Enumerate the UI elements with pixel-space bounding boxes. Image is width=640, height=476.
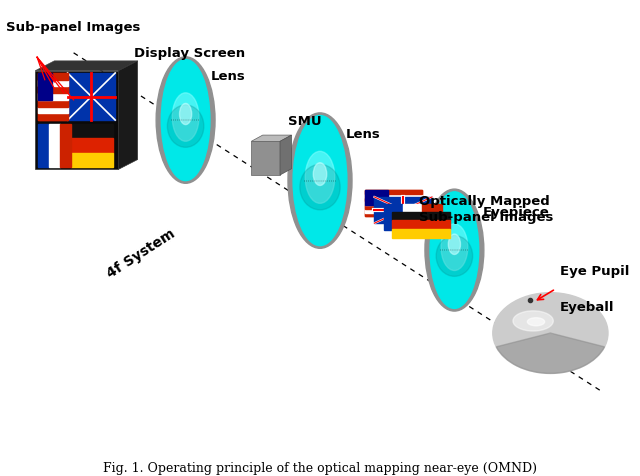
Bar xyxy=(70,154,113,168)
Bar xyxy=(68,74,115,121)
Bar xyxy=(365,191,422,217)
Ellipse shape xyxy=(448,235,461,255)
Bar xyxy=(365,195,422,198)
Bar xyxy=(38,94,68,101)
Bar xyxy=(49,125,60,168)
Polygon shape xyxy=(35,62,138,71)
Bar xyxy=(60,125,70,168)
Polygon shape xyxy=(251,136,292,142)
Bar xyxy=(70,125,113,139)
Text: Lens: Lens xyxy=(346,128,380,141)
Bar xyxy=(38,114,68,121)
Bar xyxy=(38,74,68,80)
Bar xyxy=(365,213,422,217)
Bar xyxy=(365,198,422,202)
Bar xyxy=(38,74,68,121)
Text: Eye Pupil: Eye Pupil xyxy=(560,264,629,277)
Bar xyxy=(392,230,450,238)
Polygon shape xyxy=(118,62,138,170)
Ellipse shape xyxy=(513,311,553,331)
Ellipse shape xyxy=(179,104,192,125)
Polygon shape xyxy=(280,136,292,176)
Bar xyxy=(365,209,422,213)
Bar xyxy=(70,139,113,154)
Circle shape xyxy=(493,293,608,374)
Text: Display Screen: Display Screen xyxy=(134,47,246,60)
Bar xyxy=(365,202,422,206)
Ellipse shape xyxy=(527,318,545,326)
Ellipse shape xyxy=(300,165,340,210)
Bar xyxy=(365,206,422,209)
Ellipse shape xyxy=(161,60,210,181)
Text: Optically Mapped
Sub-panel Images: Optically Mapped Sub-panel Images xyxy=(419,195,554,224)
Bar xyxy=(374,198,432,224)
Bar xyxy=(38,87,68,94)
Bar xyxy=(365,191,422,195)
Ellipse shape xyxy=(293,116,347,246)
Ellipse shape xyxy=(441,224,468,271)
Text: SMU: SMU xyxy=(288,114,322,127)
Bar xyxy=(38,80,68,87)
Bar xyxy=(365,191,388,206)
Bar xyxy=(35,71,118,170)
Bar xyxy=(392,221,450,230)
Text: 4f System: 4f System xyxy=(104,226,177,280)
Bar xyxy=(422,204,442,230)
Ellipse shape xyxy=(314,163,327,186)
Bar xyxy=(392,212,450,221)
Bar xyxy=(38,74,52,101)
Ellipse shape xyxy=(436,236,472,277)
Text: Lens: Lens xyxy=(211,69,246,82)
Text: Sub-panel Images: Sub-panel Images xyxy=(6,20,141,33)
Ellipse shape xyxy=(288,114,352,249)
Bar xyxy=(38,108,68,114)
Ellipse shape xyxy=(305,152,335,204)
Wedge shape xyxy=(513,333,588,367)
Bar xyxy=(38,101,68,108)
Ellipse shape xyxy=(168,106,204,148)
Bar xyxy=(251,142,280,176)
Wedge shape xyxy=(496,333,605,374)
Bar xyxy=(38,125,49,168)
Text: Fig. 1. Operating principle of the optical mapping near-eye (OMND): Fig. 1. Operating principle of the optic… xyxy=(103,461,537,474)
Text: Eyeball: Eyeball xyxy=(560,300,614,313)
Text: Eyepiece: Eyepiece xyxy=(483,206,550,219)
Ellipse shape xyxy=(156,58,215,184)
Bar xyxy=(403,204,422,230)
Bar xyxy=(384,204,403,230)
Ellipse shape xyxy=(172,94,199,142)
Ellipse shape xyxy=(430,192,479,309)
Ellipse shape xyxy=(425,190,484,311)
